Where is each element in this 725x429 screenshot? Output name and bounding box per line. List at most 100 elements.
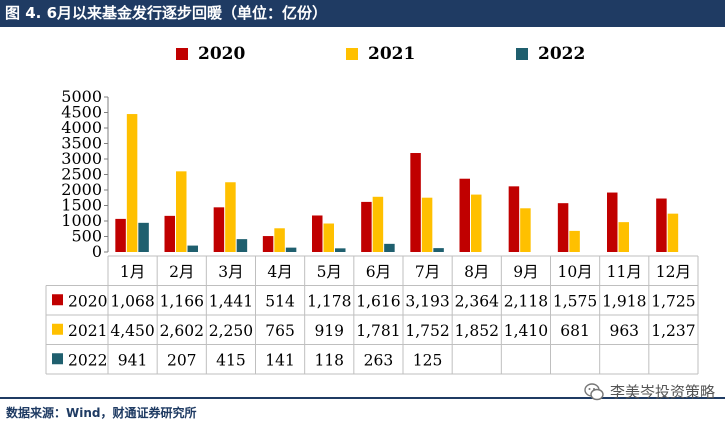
data-label: 1,752 [405, 322, 449, 340]
data-label: 1,237 [651, 322, 695, 340]
bar-2021-3 [225, 182, 236, 252]
bar-2020-11 [607, 192, 618, 252]
table-swatch-2021 [52, 323, 63, 335]
table-series-label: 2021 [68, 322, 107, 340]
bar-2020-1 [115, 218, 126, 252]
data-label: 125 [413, 351, 443, 369]
data-label: 1,410 [504, 322, 548, 340]
x-tick-label: 2月 [169, 263, 194, 281]
data-label: 963 [609, 322, 639, 340]
bar-2022-2 [187, 245, 198, 252]
data-label: 3,193 [405, 292, 449, 310]
bar-2020-12 [656, 198, 667, 252]
data-label: 1,781 [356, 322, 400, 340]
y-tick-label: 500 [71, 227, 102, 246]
bar-2021-4 [274, 228, 285, 252]
bar-2020-4 [262, 236, 274, 252]
x-tick-label: 4月 [267, 263, 292, 281]
y-tick-label: 5000 [61, 87, 102, 106]
bar-2022-7 [433, 248, 444, 252]
bar-2021-10 [569, 230, 580, 252]
bar-2022-1 [138, 222, 149, 252]
bar-2021-2 [176, 171, 187, 252]
bar-2022-5 [335, 248, 346, 252]
data-label: 1,616 [356, 292, 400, 310]
table-swatch-2022 [52, 353, 63, 365]
data-label: 141 [265, 351, 295, 369]
bar-2020-5 [312, 215, 323, 252]
legend-swatch-2022 [516, 48, 528, 60]
data-label: 2,250 [209, 322, 253, 340]
legend-item-2021: 2021 [346, 42, 415, 66]
data-label: 1,725 [651, 292, 695, 310]
bar-2020-10 [557, 203, 569, 252]
bar-2022-3 [236, 239, 248, 252]
y-tick-label: 2000 [61, 180, 102, 199]
data-label: 1,852 [455, 322, 499, 340]
data-label: 415 [216, 351, 246, 369]
data-label: 1,918 [602, 292, 646, 310]
table-series-label: 2022 [68, 351, 107, 369]
data-label: 765 [265, 322, 295, 340]
wechat-icon [584, 382, 604, 400]
bar-2022-6 [384, 243, 395, 252]
bar-2021-5 [323, 223, 334, 252]
data-label: 263 [364, 351, 394, 369]
x-tick-label: 8月 [464, 263, 489, 281]
data-label: 681 [560, 322, 590, 340]
data-label: 1,166 [160, 292, 204, 310]
bar-2020-2 [164, 215, 175, 252]
bar-2021-1 [126, 114, 138, 252]
x-tick-label: 10月 [557, 263, 592, 281]
y-tick-label: 3000 [61, 149, 102, 168]
legend-label-2020: 2020 [198, 44, 246, 64]
bar-2021-12 [667, 213, 679, 252]
bar-2021-8 [471, 194, 482, 252]
data-label: 514 [265, 292, 295, 310]
title-bar: 图 4. 6月以来基金发行逐步回暖（单位：亿份） [0, 0, 725, 27]
bar-2021-11 [618, 222, 629, 252]
x-tick-label: 7月 [415, 263, 440, 281]
legend-item-2022: 2022 [516, 42, 585, 66]
bar-2020-8 [459, 178, 470, 252]
data-label: 2,364 [455, 292, 500, 310]
bar-2020-7 [410, 153, 421, 252]
table-series-label: 2020 [68, 292, 107, 310]
data-label: 207 [167, 351, 197, 369]
data-label: 941 [118, 351, 148, 369]
data-label: 118 [314, 351, 344, 369]
y-tick-label: 0 [92, 242, 102, 261]
y-tick-label: 1000 [61, 211, 102, 230]
bar-2020-3 [213, 207, 225, 252]
legend-label-2022: 2022 [538, 44, 586, 64]
source-note: 数据来源：Wind，财通证券研究所 [6, 406, 197, 420]
bar-2021-6 [372, 196, 384, 252]
legend: 2020 2021 2022 [0, 42, 725, 66]
legend-swatch-2020 [176, 48, 188, 60]
x-tick-label: 12月 [656, 263, 691, 281]
bar-2020-6 [361, 201, 372, 252]
bar-2021-9 [520, 208, 531, 252]
y-tick-label: 4000 [61, 118, 102, 137]
watermark: 李美岑投资策略 [584, 381, 715, 402]
data-label: 4,450 [110, 322, 154, 340]
legend-label-2021: 2021 [368, 44, 416, 64]
table-swatch-2020 [52, 294, 63, 306]
y-tick-label: 3500 [61, 134, 102, 153]
bar-2022-4 [285, 247, 297, 252]
data-label: 1,575 [553, 292, 597, 310]
legend-swatch-2021 [346, 48, 358, 60]
x-tick-label: 9月 [513, 263, 538, 281]
bar-2020-9 [508, 186, 520, 252]
data-label: 2,602 [160, 322, 204, 340]
data-label: 1,178 [307, 292, 351, 310]
footer-divider [0, 397, 725, 399]
data-label: 2,118 [504, 292, 548, 310]
x-tick-label: 11月 [607, 263, 642, 281]
x-tick-label: 1月 [120, 263, 145, 281]
y-tick-label: 1500 [61, 196, 102, 215]
y-tick-label: 2500 [61, 165, 102, 184]
watermark-text: 李美岑投资策略 [609, 383, 715, 401]
x-tick-label: 5月 [317, 263, 342, 281]
data-label: 1,441 [209, 292, 253, 310]
